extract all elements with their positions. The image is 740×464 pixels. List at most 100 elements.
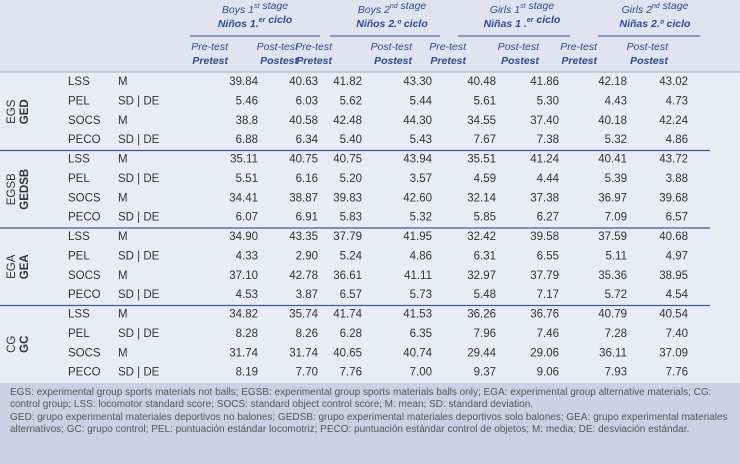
cell-value: 6.57: [340, 289, 362, 301]
cell-value: 5.40: [340, 134, 362, 146]
subheader-en: Post-test: [627, 41, 670, 53]
cell-value: 29.06: [530, 347, 559, 359]
cell-value: 41.82: [333, 76, 362, 88]
group-header-es: Niñas 1 .er ciclo: [484, 14, 561, 30]
measure: PECO: [68, 134, 101, 146]
cell-value: 7.28: [605, 328, 627, 340]
header-text: Niños 2.º ciclo: [356, 18, 428, 30]
cell-value: 4.73: [666, 95, 688, 107]
cell-value: 4.59: [474, 173, 496, 185]
header-sup: nd: [652, 3, 661, 10]
subheader-es: Postest: [501, 55, 539, 67]
cell-value: 7.40: [666, 328, 688, 340]
cell-value: 43.72: [659, 154, 688, 166]
measure: LSS: [68, 154, 90, 166]
header-text: Girls 1: [490, 4, 520, 16]
cell-value: 37.79: [333, 231, 362, 243]
statistic: M: [118, 270, 128, 282]
cell-value: 4.54: [666, 289, 689, 301]
section-label-es: GEDSB: [19, 169, 31, 210]
subheader-es: Postest: [630, 55, 668, 67]
subheader-en: Pre-test: [295, 41, 333, 53]
statistic: M: [118, 347, 128, 359]
cell-value: 40.58: [289, 115, 318, 127]
cell-value: 36.97: [598, 192, 627, 204]
cell-value: 4.86: [410, 250, 432, 262]
statistic: M: [118, 231, 128, 243]
cell-value: 5.24: [340, 250, 363, 262]
group-header-es: Niños 1.er ciclo: [218, 14, 293, 30]
measure: SOCS: [68, 347, 101, 359]
cell-value: 34.41: [229, 192, 258, 204]
cell-value: 4.86: [666, 134, 688, 146]
cell-value: 32.42: [467, 231, 496, 243]
statistic: M: [118, 76, 128, 88]
statistic: SD | DE: [118, 212, 160, 224]
cell-value: 34.82: [229, 309, 258, 321]
measure: PEL: [68, 173, 90, 185]
cell-value: 29.44: [467, 347, 496, 359]
header-text: stage: [398, 0, 427, 12]
cell-value: 41.95: [403, 231, 432, 243]
cell-value: 4.97: [666, 250, 688, 262]
cell-value: 7.76: [666, 367, 688, 379]
cell-value: 37.10: [229, 270, 258, 282]
cell-value: 6.35: [410, 328, 432, 340]
cell-value: 42.60: [403, 192, 432, 204]
cell-value: 5.62: [340, 95, 362, 107]
measure: PEL: [68, 328, 90, 340]
statistic: SD | DE: [118, 173, 160, 185]
cell-value: 7.96: [474, 328, 496, 340]
cell-value: 4.44: [537, 173, 560, 185]
cell-value: 7.93: [605, 367, 627, 379]
measure: PECO: [68, 289, 101, 301]
statistic: M: [118, 309, 128, 321]
cell-value: 5.20: [340, 173, 362, 185]
cell-value: 5.48: [474, 289, 496, 301]
cell-value: 42.78: [289, 270, 318, 282]
cell-value: 5.73: [410, 289, 432, 301]
cell-value: 35.36: [598, 270, 627, 282]
subheader-es: Pretest: [192, 55, 228, 67]
cell-value: 6.88: [236, 134, 258, 146]
cell-value: 7.38: [537, 134, 559, 146]
statistic: M: [118, 192, 128, 204]
cell-value: 5.72: [605, 289, 627, 301]
cell-value: 43.02: [659, 76, 688, 88]
cell-value: 36.26: [467, 309, 496, 321]
cell-value: 6.28: [340, 328, 362, 340]
header-sup: st: [254, 3, 261, 10]
cell-value: 3.88: [666, 173, 688, 185]
cell-value: 7.70: [296, 367, 318, 379]
section-label-en: EGA: [6, 254, 18, 279]
section-label-es: GED: [19, 99, 31, 124]
measure: PEL: [68, 95, 90, 107]
cell-value: 38.8: [236, 115, 258, 127]
header-text: Girls 2: [622, 4, 652, 16]
cell-value: 41.74: [333, 309, 362, 321]
cell-value: 31.74: [289, 347, 318, 359]
header-text: ciclo: [533, 14, 560, 26]
cell-value: 5.39: [605, 173, 627, 185]
measure: LSS: [68, 76, 90, 88]
cell-value: 40.54: [659, 309, 688, 321]
cell-value: 44.30: [403, 115, 432, 127]
cell-value: 4.33: [236, 250, 258, 262]
subheader-en: Pre-test: [560, 41, 598, 53]
section-label-en: EGSB: [6, 173, 18, 205]
statistic: SD | DE: [118, 289, 160, 301]
subheader-es: Postest: [374, 55, 412, 67]
section-label-es: GEA: [19, 254, 31, 279]
subheader-en: Pre-test: [429, 41, 467, 53]
header-sup: er: [527, 17, 535, 24]
cell-value: 35.74: [289, 309, 318, 321]
cell-value: 6.27: [537, 212, 559, 224]
statistic: M: [118, 115, 128, 127]
cell-value: 32.97: [467, 270, 496, 282]
statistic: SD | DE: [118, 134, 160, 146]
cell-value: 40.68: [659, 231, 688, 243]
cell-value: 4.53: [236, 289, 258, 301]
header-text: ciclo: [265, 14, 292, 26]
subheader-es: Pretest: [296, 55, 332, 67]
